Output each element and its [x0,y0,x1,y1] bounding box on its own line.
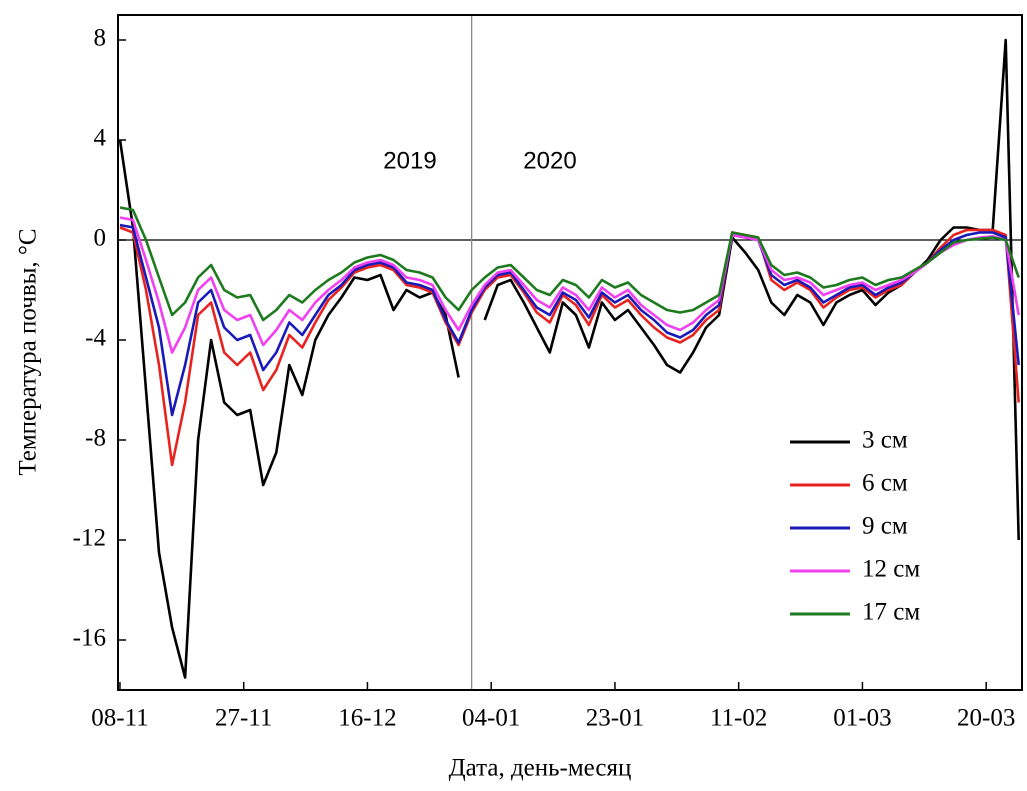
series-line [483,38,1020,541]
legend-label: 3 см [862,427,908,454]
x-tick-label: 20-03 [957,705,1015,732]
series-line [119,226,1020,467]
annotation: 2019 [383,147,436,174]
x-axis-title: Дата, день-месяц [449,755,632,782]
y-tick-label: -12 [73,525,106,552]
series-line [119,216,1020,354]
y-tick-label: -8 [85,425,106,452]
x-tick-label: 16-12 [338,705,396,732]
y-tick-label: 4 [94,125,107,152]
series-line [118,139,460,679]
y-axis-title: Температура почвы, °С [15,228,42,475]
x-tick-label: 01-03 [833,705,891,732]
legend-label: 12 см [862,556,920,583]
x-tick-label: 27-11 [215,705,272,732]
annotation: 2020 [523,147,576,174]
plot-frame [117,14,1023,691]
legend-label: 6 см [862,470,908,497]
x-tick-label: 08-11 [91,705,148,732]
series-line [119,223,1020,417]
y-tick-label: 0 [94,225,107,252]
y-tick-label: 8 [94,25,107,52]
x-tick-label: 23-01 [586,705,644,732]
x-tick-label: 11-02 [710,705,767,732]
legend-label: 17 см [862,599,920,626]
y-tick-label: -4 [85,325,106,352]
series-line [119,206,1020,322]
y-tick-label: -16 [73,625,106,652]
x-tick-label: 04-01 [462,705,520,732]
legend-label: 9 см [862,513,908,540]
